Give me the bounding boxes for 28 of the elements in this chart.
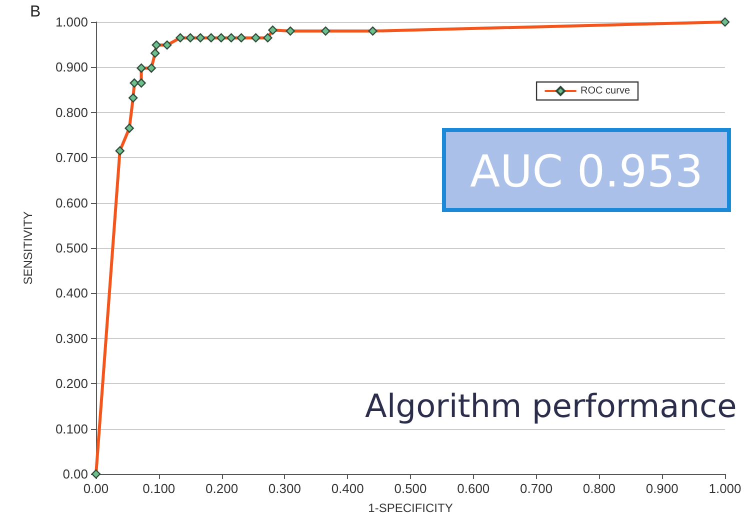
x-tick-label: 0.900 [646, 481, 678, 496]
x-axis-title: 1-SPECIFICITY [368, 501, 453, 515]
y-axis-title: SENSITIVITY [21, 211, 35, 285]
annotation: AUC 0.953 [470, 146, 703, 198]
x-tick-label: 0.300 [268, 481, 301, 496]
annotation: Algorithm performance [365, 387, 737, 425]
y-tick-label: 0.100 [55, 421, 88, 436]
y-tick-label: 0.700 [55, 150, 88, 166]
y-tick-label: 0.200 [55, 376, 88, 392]
y-tick-label: 0.300 [55, 330, 88, 346]
x-tick-label: 0.00 [83, 481, 109, 496]
x-tick-label: 0.600 [457, 481, 490, 496]
x-tick-label: 0.800 [582, 481, 616, 496]
y-tick-label: 1.000 [55, 14, 88, 30]
y-tick-label: 0.600 [55, 195, 88, 210]
x-tick-label: 1.000 [708, 481, 742, 496]
y-tick-label: 0.500 [55, 240, 88, 256]
x-tick-label: 0.100 [142, 481, 176, 496]
y-tick-label: 0.900 [55, 60, 88, 75]
x-tick-label: 0.200 [206, 481, 238, 496]
x-tick-label: 0.700 [520, 481, 553, 496]
y-tick-label: 0.00 [62, 466, 88, 482]
text: B [30, 4, 41, 20]
y-tick-label: 0.800 [55, 104, 88, 120]
x-tick-label: 0.500 [394, 481, 427, 496]
legend-label: ROC curve [580, 86, 630, 96]
x-tick-label: 0.400 [331, 481, 364, 496]
y-tick-label: 0.400 [55, 286, 88, 301]
